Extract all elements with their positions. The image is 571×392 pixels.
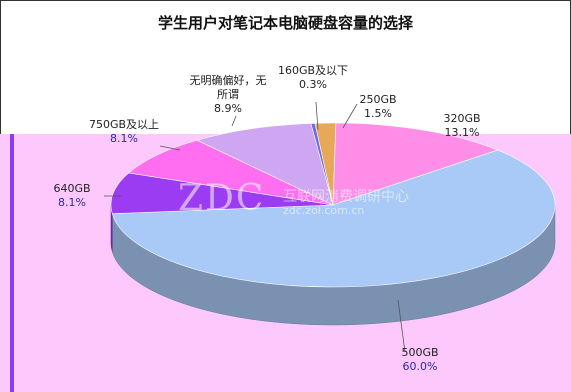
slice-value-1: 1.5% <box>364 107 392 120</box>
pie-slice-5 <box>128 139 334 206</box>
leader-line-5 <box>159 145 181 151</box>
slice-label-2: 320GB <box>443 112 480 125</box>
leader-line-3 <box>397 299 406 353</box>
slice-value-6: 8.9% <box>214 102 242 115</box>
pie-slice-4 <box>110 172 334 215</box>
pie-slice-6 <box>196 123 334 206</box>
slice-value-3: 60.0% <box>403 360 438 373</box>
pie-slice-3 <box>111 149 556 288</box>
slice-label-0: 160GB及以下 <box>278 64 348 77</box>
slice-label-3: 500GB <box>401 346 438 359</box>
slice-label-4: 640GB <box>53 182 90 195</box>
watermark-text: 互联网消费调研中心 <box>283 189 409 205</box>
leader-line-1 <box>342 103 358 129</box>
slice-label-6: 无明确偏好，无所谓 <box>190 73 267 101</box>
chart-title: 学生用户对笔记本电脑硬盘容量的选择 <box>157 14 413 32</box>
watermark-url: zdc.zol.com.cn <box>283 204 365 217</box>
slice-value-4: 8.1% <box>58 196 86 209</box>
leader-line-0 <box>315 101 319 131</box>
slice-value-0: 0.3% <box>299 78 327 91</box>
pie-slice-2 <box>332 122 499 206</box>
left-accent-stripe <box>10 134 14 392</box>
slice-label-5: 750GB及以上 <box>89 118 159 131</box>
slice-value-2: 13.1% <box>445 126 480 139</box>
chart-header-area <box>0 0 571 134</box>
slice-value-5: 8.1% <box>110 132 138 145</box>
leader-line-6 <box>231 115 237 127</box>
watermark-logo: ZDC <box>178 178 266 219</box>
slice-label-1: 250GB <box>359 93 396 106</box>
